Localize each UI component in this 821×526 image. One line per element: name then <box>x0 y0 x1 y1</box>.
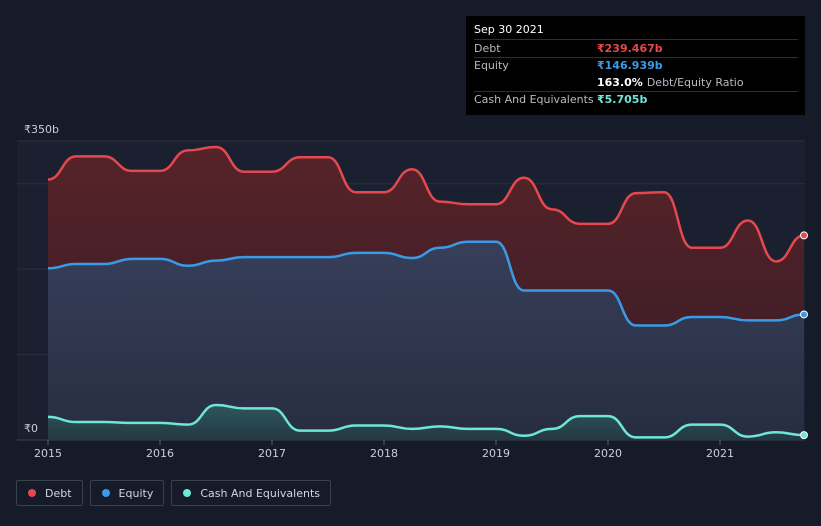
x-tick-label: 2018 <box>370 447 398 460</box>
tooltip-value: ₹146.939b <box>597 59 663 73</box>
tooltip-label: Equity <box>474 59 509 73</box>
tooltip-row-ratio: 163.0% Debt/Equity Ratio <box>474 74 798 91</box>
series-lines <box>47 145 805 439</box>
y-tick-label-top: ₹350b <box>24 123 59 136</box>
x-tick-label: 2015 <box>34 447 62 460</box>
tooltip-label: Cash And Equivalents <box>474 93 594 107</box>
tooltip-value: ₹239.467b <box>597 41 663 55</box>
legend-item-debt[interactable]: Debt <box>16 480 83 506</box>
legend-item-cash[interactable]: Cash And Equivalents <box>171 480 331 506</box>
legend-dot-icon <box>101 489 110 497</box>
chart-legend: Debt Equity Cash And Equivalents <box>16 480 331 506</box>
legend-label: Cash And Equivalents <box>200 486 320 500</box>
series-endpoints <box>800 231 808 440</box>
legend-dot-icon <box>183 489 192 497</box>
x-tick-label: 2021 <box>706 447 734 460</box>
legend-item-equity[interactable]: Equity <box>89 480 165 506</box>
tooltip-row-cash: Cash And Equivalents ₹5.705b <box>474 90 798 109</box>
x-axis: 2015 2016 2017 2018 2019 2020 2021 <box>34 440 734 460</box>
equity-line <box>47 240 805 327</box>
x-tick-label: 2016 <box>146 447 174 460</box>
legend-dot-icon <box>28 489 36 497</box>
y-tick-label-zero: ₹0 <box>24 422 38 435</box>
tooltip-ratio-value: 163.0% <box>597 75 643 89</box>
y-axis: ₹350b ₹0 <box>24 123 59 435</box>
x-tick-label: 2020 <box>594 447 622 460</box>
legend-label: Debt <box>45 486 72 500</box>
tooltip-row-equity: Equity ₹146.939b <box>474 56 798 75</box>
x-tick-label: 2019 <box>482 447 510 460</box>
data-tooltip: Sep 30 2021 Debt ₹239.467b Equity ₹146.9… <box>466 16 805 115</box>
cash-area <box>48 404 804 440</box>
tooltip-label: Debt <box>474 41 501 55</box>
tooltip-date: Sep 30 2021 <box>474 23 544 36</box>
tooltip-row-debt: Debt ₹239.467b <box>474 39 798 57</box>
tooltip-value: ₹5.705b <box>597 93 648 107</box>
tooltip-ratio-label: Debt/Equity Ratio <box>646 75 744 89</box>
debt-line <box>47 145 805 263</box>
x-tick-label: 2017 <box>258 447 286 460</box>
debt-endpoint-marker <box>800 231 808 240</box>
series-areas <box>48 146 804 441</box>
cash-line <box>47 403 805 439</box>
equity-area <box>48 241 804 440</box>
equity-endpoint-marker <box>800 310 808 319</box>
legend-label: Equity <box>118 486 154 500</box>
cash-endpoint-marker <box>800 431 808 440</box>
